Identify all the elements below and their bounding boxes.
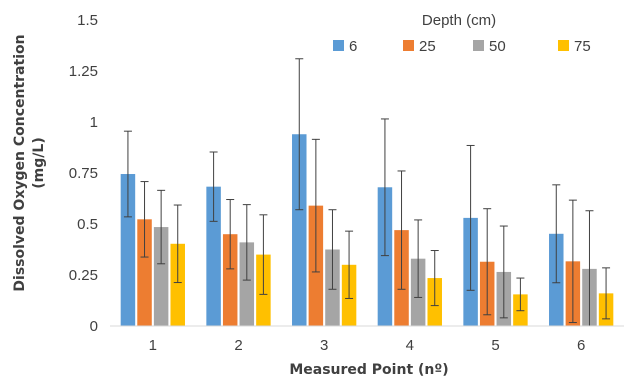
error-bar-series-25-point-1 [140,181,149,258]
legend-label-50: 50 [489,38,506,55]
bar-series-25-point-2 [222,234,238,326]
y-tick-label: 0.25 [69,267,98,284]
legend-label-75: 75 [574,38,591,55]
error-bar-series-6-point-4 [380,118,389,257]
error-bar-series-25-point-5 [483,208,492,316]
x-tick-label: 3 [320,337,328,354]
y-tick-label: 0.5 [77,216,98,233]
x-tick-label: 4 [406,337,414,354]
error-bar-series-6-point-5 [466,144,475,291]
legend-swatch-6 [333,40,344,51]
error-bar-series-75-point-5 [516,277,525,312]
error-bar-series-75-point-3 [345,230,354,299]
y-tick-label: 1.25 [69,63,98,80]
legend-swatch-75 [558,40,569,51]
error-bar-series-75-point-2 [259,214,268,295]
error-bar-series-50-point-4 [414,219,423,298]
legend-swatch-50 [473,40,484,51]
plot-area [120,58,614,327]
error-bar-series-25-point-6 [568,199,577,324]
x-axis: 1 2 3 4 5 6 [149,337,586,354]
bar-series-6-point-4 [377,187,393,326]
error-bar-series-75-point-6 [602,267,611,320]
error-bar-series-25-point-4 [397,170,406,290]
legend-title: Depth (cm) [422,12,496,29]
y-axis-title: Dissolved Oxygen Concentration (mg/L) [12,34,47,291]
y-tick-label: 0.75 [69,165,98,182]
x-tick-label: 5 [491,337,499,354]
legend-label-25: 25 [419,38,436,55]
y-axis: 0 0.25 0.5 0.75 1 1.25 1.5 [69,12,98,335]
error-bar-series-50-point-2 [242,204,251,281]
error-bar-series-25-point-2 [226,199,235,270]
y-tick-label: 0 [90,318,98,335]
error-bar-series-75-point-1 [173,204,182,284]
y-tick-label: 1.5 [77,12,98,29]
x-tick-label: 1 [149,337,157,354]
error-bar-series-6-point-6 [552,184,561,284]
bar-series-50-point-1 [153,227,169,326]
x-tick-label: 6 [577,337,585,354]
y-axis-title-line2: (mg/L) [31,137,47,188]
x-tick-label: 2 [234,337,242,354]
bar-series-6-point-3 [292,134,307,326]
error-bar-series-25-point-3 [311,138,320,273]
error-bar-series-50-point-1 [157,189,166,265]
x-axis-title: Measured Point (nº) [289,362,448,378]
error-bar-series-75-point-4 [430,250,439,307]
y-axis-title-line1: Dissolved Oxygen Concentration [12,34,28,291]
bar-series-50-point-2 [239,242,255,326]
error-bar-series-6-point-1 [123,130,132,218]
bar-series-6-point-1 [120,174,136,326]
error-bar-series-6-point-3 [295,58,304,211]
y-tick-label: 1 [90,114,98,131]
legend: 6 25 50 75 [333,38,591,55]
error-bar-series-50-point-5 [499,225,508,319]
legend-label-6: 6 [349,38,357,55]
legend-swatch-25 [403,40,414,51]
error-bar-series-50-point-3 [328,209,337,290]
error-bar-series-6-point-2 [209,151,218,222]
bar-series-75-point-1 [170,243,185,326]
bar-series-25-point-1 [137,219,152,326]
